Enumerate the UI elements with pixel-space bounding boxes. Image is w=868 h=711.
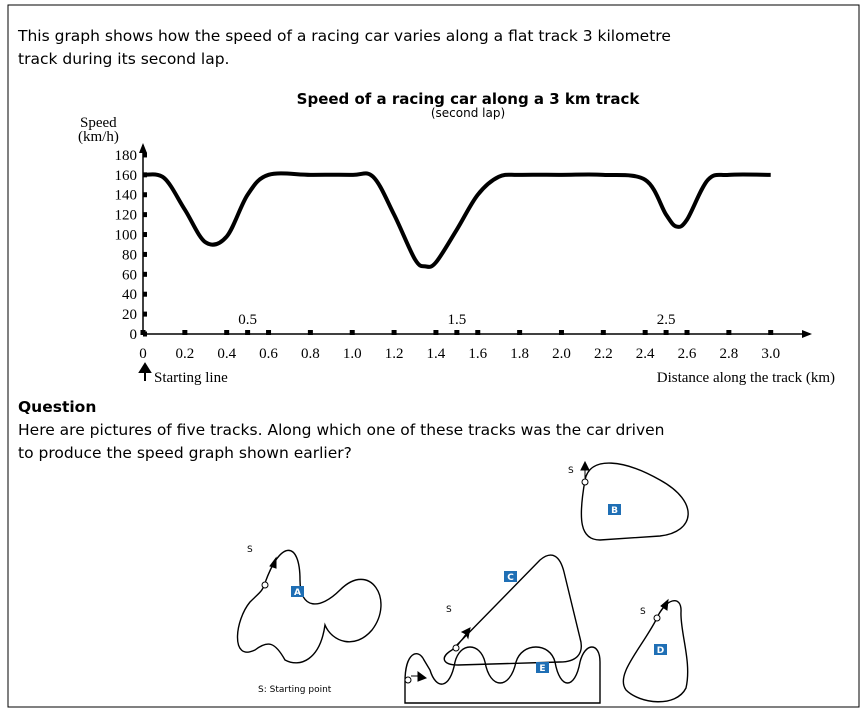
x-tick xyxy=(664,330,669,335)
intro-line: track during its second lap. xyxy=(18,50,229,68)
track-label: D xyxy=(657,646,664,656)
intro-line: This graph shows how the speed of a raci… xyxy=(17,27,671,45)
y-tick-label: 40 xyxy=(122,287,137,303)
x-tick xyxy=(559,330,564,335)
x-tick-label: 0.4 xyxy=(217,346,236,362)
x-tick-label: 1.4 xyxy=(427,346,446,362)
x-tick xyxy=(601,330,606,335)
y-tick xyxy=(143,212,147,217)
x-tick xyxy=(350,330,355,335)
start-point xyxy=(262,582,268,588)
x-tick xyxy=(266,330,271,335)
start-symbol: S xyxy=(568,466,574,476)
start-label: Starting line xyxy=(154,370,228,386)
y-tick xyxy=(143,312,147,317)
x-tick xyxy=(726,330,731,335)
y-tick xyxy=(143,232,147,237)
x-tick-label: 0.8 xyxy=(301,346,320,362)
y-tick-label: 160 xyxy=(115,168,138,184)
x-tick-label: 2.4 xyxy=(636,346,655,362)
track-label: B xyxy=(611,506,618,516)
x-tick-label: 2.8 xyxy=(719,346,738,362)
start-point xyxy=(654,615,660,621)
page: This graph shows how the speed of a raci… xyxy=(0,0,868,711)
track-label: E xyxy=(539,664,545,674)
x-label: Distance along the track (km) xyxy=(657,370,835,386)
y-tick xyxy=(143,272,147,277)
y-tick-label: 140 xyxy=(115,188,138,204)
x-tick xyxy=(433,330,438,335)
x-tick-label-upper: 0.5 xyxy=(238,312,257,328)
x-tick-label: 0.2 xyxy=(175,346,194,362)
graph-subtitle: (second lap) xyxy=(431,106,505,120)
x-tick-label: 1.8 xyxy=(510,346,529,362)
y-tick xyxy=(143,292,147,297)
y-tick-label: 60 xyxy=(122,267,137,283)
y-tick-label: 100 xyxy=(115,228,138,244)
y-tick xyxy=(143,192,147,197)
start-symbol: S xyxy=(247,545,253,555)
x-tick-label-upper: 1.5 xyxy=(447,312,466,328)
question-line: to produce the speed graph shown earlier… xyxy=(18,444,352,462)
x-tick xyxy=(643,330,648,335)
y-label: (km/h) xyxy=(78,129,119,145)
x-tick-label: 0 xyxy=(139,346,147,362)
x-tick-label: 0.6 xyxy=(259,346,278,362)
x-tick xyxy=(245,330,250,335)
y-tick-label: 80 xyxy=(122,247,137,263)
x-tick-label: 1.2 xyxy=(385,346,404,362)
y-tick-label: 20 xyxy=(122,307,137,323)
x-tick-label: 1.0 xyxy=(343,346,362,362)
track-label: C xyxy=(507,573,514,583)
x-tick xyxy=(392,330,397,335)
legend: S: Starting point xyxy=(258,685,332,695)
x-tick-label: 1.6 xyxy=(468,346,487,362)
x-tick-label: 2.6 xyxy=(678,346,697,362)
y-tick-label: 180 xyxy=(115,148,138,164)
x-tick-label: 3.0 xyxy=(761,346,780,362)
start-symbol: S xyxy=(446,605,452,615)
y-tick xyxy=(143,152,147,157)
x-tick xyxy=(475,330,480,335)
x-tick-label: 2.0 xyxy=(552,346,571,362)
question-line: Here are pictures of five tracks. Along … xyxy=(18,421,665,439)
start-symbol: S xyxy=(640,607,646,617)
x-tick xyxy=(517,330,522,335)
x-tick xyxy=(182,330,187,335)
question-heading: Question xyxy=(18,398,96,416)
x-tick xyxy=(141,330,146,335)
start-point xyxy=(453,645,459,651)
x-tick-label-upper: 2.5 xyxy=(657,312,676,328)
x-tick xyxy=(454,330,459,335)
y-tick-label: 120 xyxy=(115,208,138,224)
start-point xyxy=(405,677,411,683)
x-tick xyxy=(308,330,313,335)
x-tick xyxy=(224,330,229,335)
x-tick xyxy=(685,330,690,335)
x-tick-label: 2.2 xyxy=(594,346,613,362)
x-tick xyxy=(768,330,773,335)
y-tick-label: 0 xyxy=(130,327,138,343)
start-point xyxy=(582,479,588,485)
y-tick xyxy=(143,252,147,257)
track-label: A xyxy=(294,588,301,598)
